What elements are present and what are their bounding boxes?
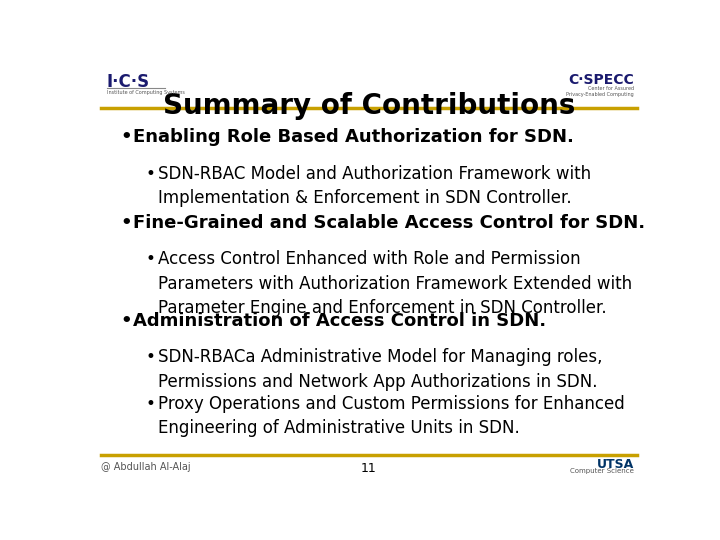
Text: •: •: [145, 165, 156, 183]
Text: Institute of Computing Systems: Institute of Computing Systems: [107, 90, 184, 94]
Text: SDN-RBAC Model and Authorization Framework with
Implementation & Enforcement in : SDN-RBAC Model and Authorization Framewo…: [158, 165, 591, 207]
Text: 11: 11: [361, 462, 377, 475]
Text: Fine-Grained and Scalable Access Control for SDN.: Fine-Grained and Scalable Access Control…: [133, 214, 645, 232]
Text: •: •: [121, 214, 132, 232]
Text: Proxy Operations and Custom Permissions for Enhanced
Engineering of Administrati: Proxy Operations and Custom Permissions …: [158, 395, 625, 437]
Text: •: •: [145, 250, 156, 268]
Text: I·C·S: I·C·S: [107, 73, 150, 91]
Text: Administration of Access Control in SDN.: Administration of Access Control in SDN.: [133, 312, 546, 330]
Text: C·SPECC: C·SPECC: [568, 73, 634, 87]
Text: •: •: [145, 395, 156, 413]
Text: •: •: [145, 348, 156, 366]
Text: Center for Assured
Privacy-Enabled Computing: Center for Assured Privacy-Enabled Compu…: [567, 85, 634, 97]
Text: Summary of Contributions: Summary of Contributions: [163, 92, 575, 120]
Text: Computer Science: Computer Science: [570, 468, 634, 474]
Text: UTSA: UTSA: [597, 458, 634, 471]
Text: Access Control Enhanced with Role and Permission
Parameters with Authorization F: Access Control Enhanced with Role and Pe…: [158, 250, 632, 317]
Text: SDN-RBACa Administrative Model for Managing roles,
Permissions and Network App A: SDN-RBACa Administrative Model for Manag…: [158, 348, 603, 390]
Text: Enabling Role Based Authorization for SDN.: Enabling Role Based Authorization for SD…: [133, 128, 574, 146]
Text: •: •: [121, 128, 132, 146]
Text: @ Abdullah Al-Alaj: @ Abdullah Al-Alaj: [101, 462, 191, 472]
Text: •: •: [121, 312, 132, 330]
